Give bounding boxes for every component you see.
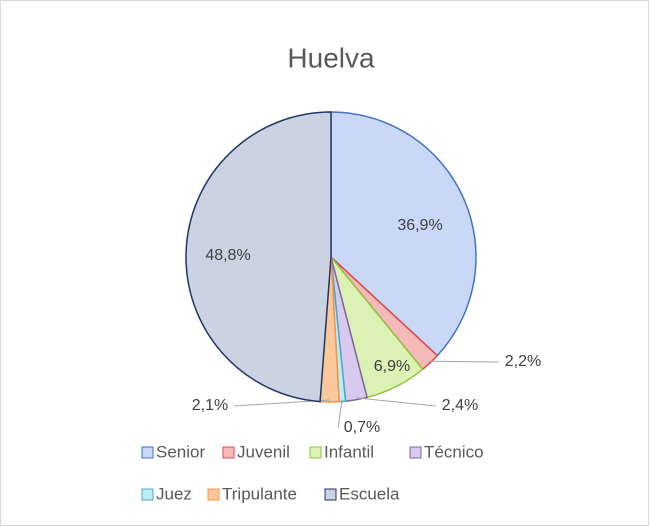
legend-label: Escuela [339,484,400,503]
data-label: 2,1% [192,397,228,414]
legend-label: Tripulante [222,484,297,503]
legend-label: Juez [156,484,192,503]
data-label: 2,4% [442,397,478,414]
leader-line [337,399,343,429]
data-label: 0,7% [344,419,380,436]
chart-title: Huelva [287,42,375,73]
legend-label: Senior [156,442,205,461]
data-label: 2,2% [505,353,541,370]
legend-label: Infantil [324,442,374,461]
legend-label: Técnico [424,442,484,461]
legend-swatch [222,446,235,459]
legend-swatch [141,446,154,459]
legend-swatch [309,446,322,459]
leader-line [355,397,437,407]
data-label: 6,9% [374,358,410,375]
legend-label: Juvenil [237,442,290,461]
leader-line [428,360,500,363]
pie-slice [185,111,332,403]
pie-slice [330,111,477,357]
legend-swatch [409,446,422,459]
legend-swatch [324,488,337,501]
legend-swatch [141,488,154,501]
data-label: 48,8% [205,247,250,264]
legend-swatch [207,488,220,501]
data-label: 36,9% [397,217,442,234]
